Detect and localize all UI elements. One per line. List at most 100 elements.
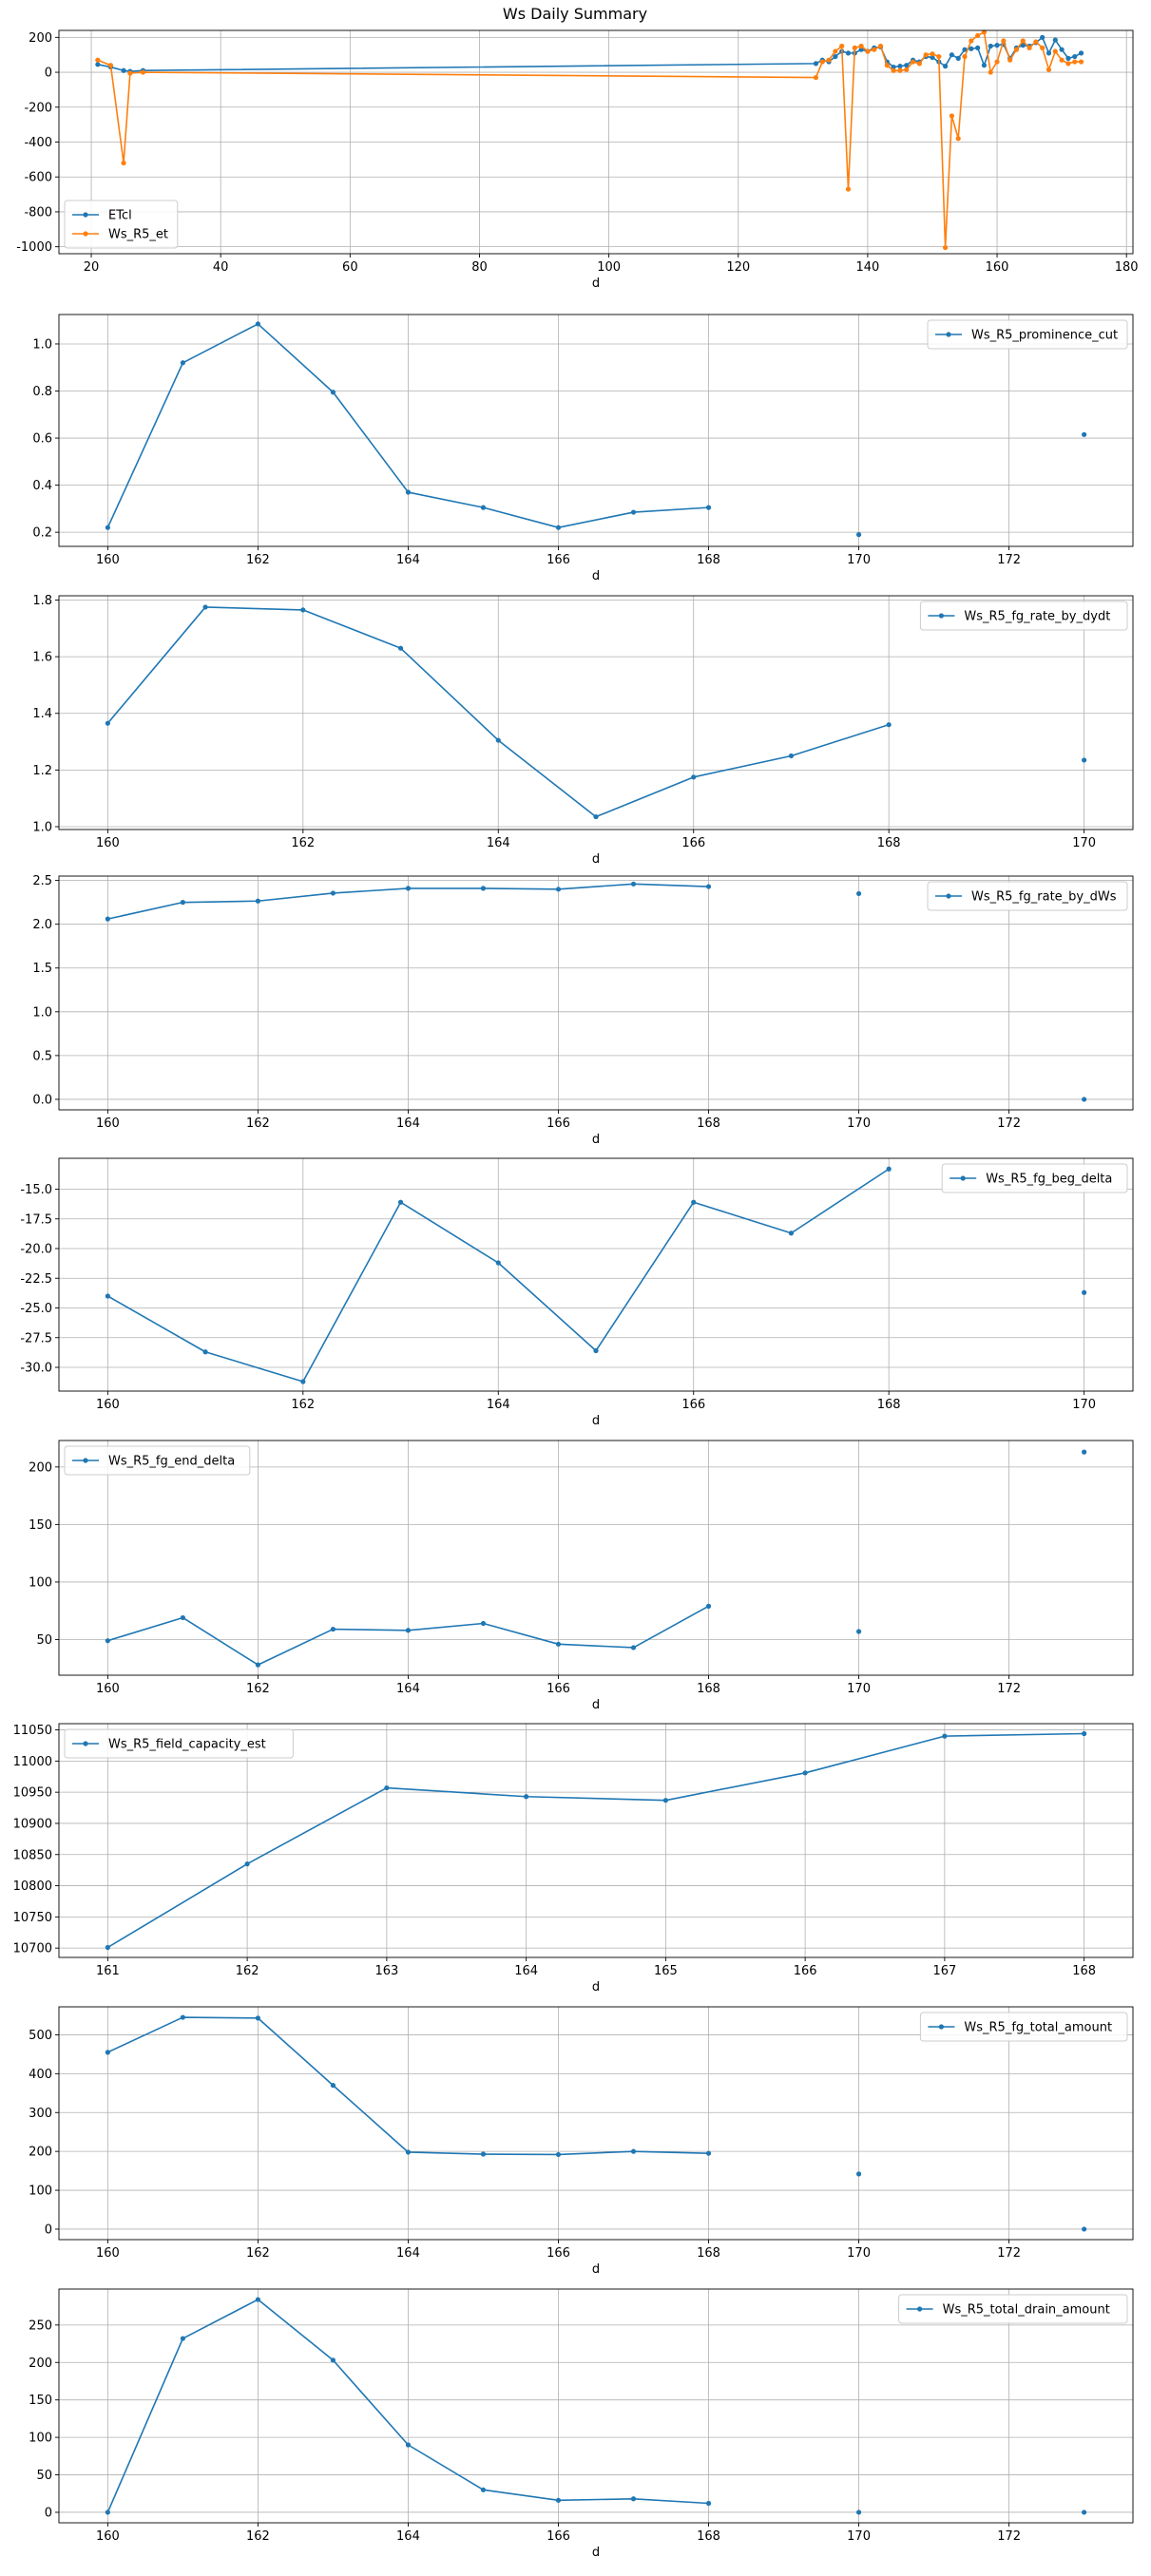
data-point [877,43,884,49]
y-tick-label: 100 [29,1575,52,1590]
x-tick-label: 168 [697,553,720,567]
legend-label: Ws_R5_fg_total_amount [964,2021,1112,2035]
y-tick-label: 10950 [13,1786,52,1801]
x-tick-label: 162 [236,1964,259,1978]
data-point [975,32,981,39]
data-point [910,59,916,65]
y-tick-label: 1.4 [32,707,52,721]
data-point [1026,45,1032,50]
data-point [988,69,993,75]
data-point [839,43,845,49]
x-tick-label: 80 [471,260,488,275]
data-point [969,38,974,44]
x-tick-label: 162 [291,836,315,850]
x-tick-label: 160 [96,1398,120,1412]
x-tick-label: 160 [986,260,1009,275]
data-point [105,2050,110,2055]
data-point [949,52,954,58]
legend-box [64,1728,294,1759]
data-point [405,886,412,891]
data-point [384,1784,390,1791]
x-tick-label: 170 [847,2529,871,2544]
x-tick-label: 170 [847,553,871,567]
x-tick-label: 170 [847,1682,871,1696]
data-point [480,505,487,510]
legend-swatch-marker [83,1458,88,1463]
legend: Ws_R5_fg_rate_by_dWs [927,881,1128,911]
subplot-9: 160 162 164 166 168 170 172 0 50 100 150 200 250 d Ws_… [29,2288,1134,2560]
data-point [1040,45,1045,50]
y-tick-label: 200 [29,2357,52,2371]
data-point [1059,47,1065,52]
data-point [705,2500,712,2507]
y-tick-label: -27.5 [20,1331,52,1345]
legend-swatch-marker [83,212,88,218]
legend: Ws_R5_fg_beg_delta [941,1163,1128,1193]
legend-swatch-marker [946,893,951,899]
data-point [1001,38,1007,44]
legend-box [898,2294,1128,2324]
y-tick-label: 400 [29,2068,52,2082]
data-point [872,47,877,52]
data-point [955,55,961,61]
y-tick-label: 0.6 [32,432,52,447]
data-point [1052,37,1058,43]
data-point [930,54,935,61]
x-axis-label: d [592,2546,600,2560]
x-tick-label: 160 [96,2246,120,2261]
data-point [936,53,942,60]
data-point [897,67,903,73]
legend-box [64,200,179,249]
y-tick-label: 11000 [13,1755,52,1769]
y-tick-label: 10850 [13,1848,52,1862]
data-point [930,51,935,57]
data-point [405,489,412,495]
y-tick-label: 2.5 [32,874,52,888]
data-point [826,57,832,63]
x-tick-label: 168 [697,2246,720,2261]
y-tick-label: 10900 [13,1817,52,1831]
y-tick-label: -20.0 [20,1243,52,1257]
subplot-6: 160 162 164 166 168 170 172 50 100 150 200 d Ws_R5_f… [29,1440,1134,1712]
data-point [202,1349,208,1355]
x-tick-label: 164 [396,2246,420,2261]
series-Ws_R5_prominence_cut [105,321,1087,538]
x-tick-label: 172 [997,2246,1021,2261]
y-tick-label: 1.5 [32,962,52,976]
x-tick-label: 180 [1115,260,1139,275]
data-point [962,47,968,52]
data-point [845,186,852,192]
series-line [106,1732,1084,1949]
x-tick-label: 172 [997,1116,1021,1131]
legend-swatch-marker [917,2306,923,2312]
legend-swatch-marker [938,2024,945,2030]
data-point [105,525,110,530]
data-point [923,52,929,58]
data-point [1045,50,1052,56]
legend: Ws_R5_fg_end_delta [64,1445,251,1476]
x-axis-label: d [592,2262,600,2277]
legend: ETcl Ws_R5_et [64,200,179,249]
figure-title: Ws Daily Summary [503,5,647,23]
data-point [1059,57,1065,63]
data-point [1082,2226,1087,2232]
data-point [891,64,896,70]
data-point [981,29,988,35]
data-point [140,69,146,75]
y-tick-label: 0.8 [32,385,52,399]
data-point [555,1641,562,1647]
data-point [105,1293,110,1299]
y-tick-label: 500 [29,2029,52,2043]
data-point [480,886,487,891]
data-point [855,532,862,538]
legend-label: Ws_R5_prominence_cut [971,329,1118,343]
x-tick-label: 168 [697,2529,720,2544]
y-tick-label: 50 [36,2469,52,2483]
data-point [95,62,101,67]
data-point [1007,57,1013,63]
data-point [855,2509,862,2515]
series-Ws_R5_total_drain_amount [105,2297,1087,2515]
legend-box [919,2012,1128,2042]
data-point [495,737,501,743]
